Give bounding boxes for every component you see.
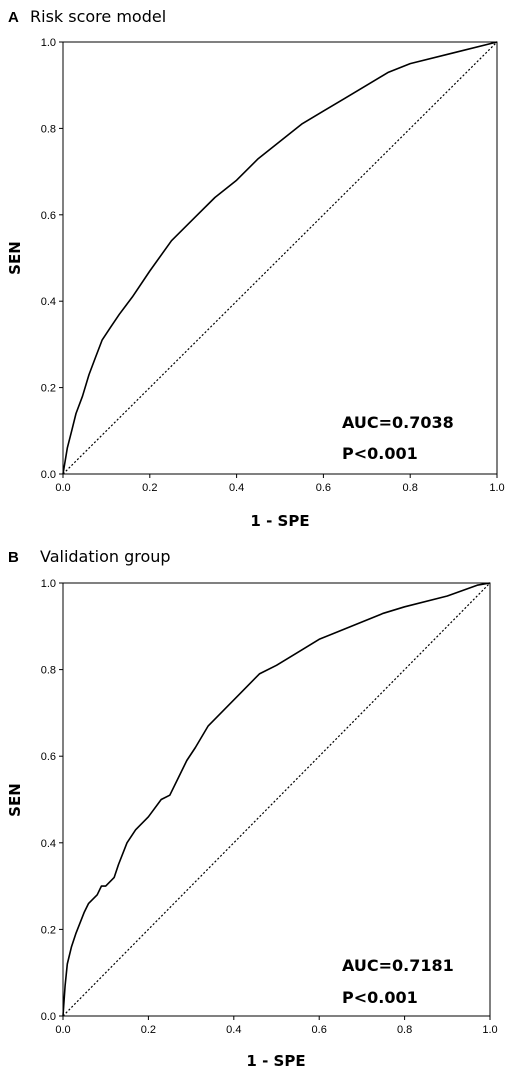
panel-a-auc-annotation: AUC=0.7038 xyxy=(342,413,454,432)
panel-b-y-tick-label: 1.0 xyxy=(41,578,56,590)
panel-b-x-tick-label: 0.6 xyxy=(312,1024,327,1036)
panel-a-x-tick-label: 0.2 xyxy=(142,482,157,494)
panel-b-y-tick-label: 0.2 xyxy=(41,924,56,936)
panel-a-letter: A xyxy=(8,9,19,26)
panel-a-x-tick-label: 0.4 xyxy=(229,482,244,494)
panel-a-series xyxy=(62,41,498,475)
panel-b-auc-annotation: AUC=0.7181 xyxy=(342,956,454,975)
panel-a-p-value-annotation: P<0.001 xyxy=(342,444,418,463)
panel-a-title: Risk score model xyxy=(30,7,166,26)
panel-a-y-tick-label: 0.6 xyxy=(41,210,56,222)
panel-b-y-ticks: 0.0 0.2 0.4 0.6 0.8 1.0 xyxy=(41,578,63,1023)
panel-b-title: Validation group xyxy=(40,547,171,566)
panel-b-plot-frame xyxy=(62,582,491,1017)
panel-a-y-tick-label: 1.0 xyxy=(41,37,56,49)
panel-b-y-tick-label: 0.6 xyxy=(41,751,56,763)
panel-a-y-axis-label: SEN xyxy=(6,241,24,275)
panel-a-x-ticks: 0.0 0.2 0.4 0.6 0.8 1.0 xyxy=(55,474,505,494)
panel-b-y-tick-label: 0.8 xyxy=(41,665,56,677)
panel-b-y-tick-label: 0.0 xyxy=(41,1011,56,1023)
panel-b-reference-diagonal-line xyxy=(62,582,491,1017)
panel-b-x-tick-label: 0.0 xyxy=(55,1024,70,1036)
panel-a-x-tick-label: 0.0 xyxy=(55,482,70,494)
panel-a-plot-frame xyxy=(62,41,498,475)
panel-a-y-tick-label: 0.2 xyxy=(41,383,56,395)
panel-a-y-tick-label: 0.8 xyxy=(41,123,56,135)
panel-b-x-tick-label: 0.8 xyxy=(397,1024,412,1036)
panel-b-x-tick-label: 0.4 xyxy=(226,1024,241,1036)
panel-b-p-value-annotation: P<0.001 xyxy=(342,988,418,1007)
panel-a: A Risk score model 0.0 0.2 0.4 0.6 0.8 1.0 0.… xyxy=(6,7,505,530)
panel-b: B Validation group 0.0 0.2 0.4 0.6 0.8 1.0 0.… xyxy=(6,547,498,1070)
panel-b-x-tick-label: 1.0 xyxy=(482,1024,497,1036)
panel-b-x-ticks: 0.0 0.2 0.4 0.6 0.8 1.0 xyxy=(55,1016,498,1036)
panel-a-y-tick-label: 0.0 xyxy=(41,469,56,481)
panel-a-reference-diagonal-line xyxy=(62,41,498,475)
panel-a-x-tick-label: 0.8 xyxy=(403,482,418,494)
panel-a-roc-curve xyxy=(62,41,498,475)
panel-a-y-ticks: 0.0 0.2 0.4 0.6 0.8 1.0 xyxy=(41,37,63,481)
panel-a-x-tick-label: 1.0 xyxy=(489,482,504,494)
panel-b-roc-curve xyxy=(62,582,491,1017)
panel-a-y-tick-label: 0.4 xyxy=(41,296,56,308)
panel-b-series xyxy=(62,582,491,1017)
panel-a-x-axis-label: 1 - SPE xyxy=(250,512,309,530)
panel-b-y-tick-label: 0.4 xyxy=(41,838,56,850)
panel-b-y-axis-label: SEN xyxy=(6,783,24,817)
panel-b-x-axis-label: 1 - SPE xyxy=(246,1052,305,1070)
panel-b-x-tick-label: 0.2 xyxy=(141,1024,156,1036)
panel-b-letter: B xyxy=(8,549,19,566)
panel-a-x-tick-label: 0.6 xyxy=(316,482,331,494)
